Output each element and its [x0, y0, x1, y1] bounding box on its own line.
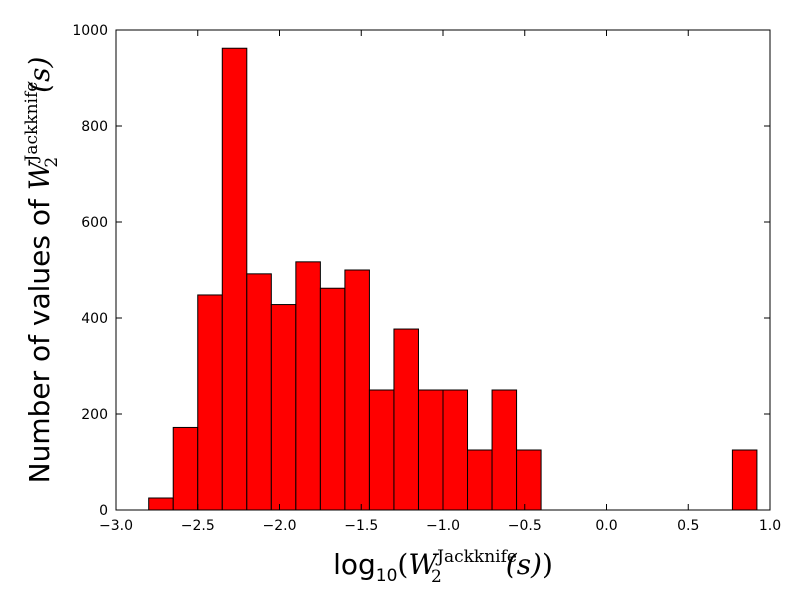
y-axis-title-var-sub: 2: [42, 157, 62, 168]
histogram-bar: [295, 261, 321, 511]
x-axis-title-close: ): [542, 548, 553, 581]
histogram-bar: [467, 449, 493, 511]
x-axis-title-arg: (s): [506, 548, 542, 581]
x-axis-title: log10(WJackknife 2 (s)): [333, 547, 553, 587]
histogram-bar: [172, 426, 199, 511]
y-tick-label: 0: [99, 503, 108, 519]
x-tick-label: −2.5: [181, 518, 215, 534]
x-axis-title-sup: Jackknife: [435, 547, 517, 567]
histogram-bar: [417, 389, 444, 511]
y-axis-title-var: W: [23, 159, 56, 190]
x-axis-title-prefix: log: [333, 548, 376, 581]
histogram-bar: [442, 389, 469, 511]
x-axis-title-sub: 10: [376, 566, 398, 586]
x-tick-label: 0.0: [595, 518, 617, 534]
x-axis-title-var-sub: 2: [431, 567, 442, 587]
x-tick-label: 1.0: [759, 518, 781, 534]
x-tick-label: −1.5: [344, 518, 378, 534]
y-tick-label: 200: [81, 407, 108, 423]
histogram-bar: [344, 269, 370, 511]
bars-layer: [148, 47, 758, 511]
x-tick-label: 0.5: [677, 518, 699, 534]
x-tick-label: −0.5: [508, 518, 542, 534]
tick-labels-layer: −3.0 −2.5 −2.0 −1.5 −1.0 −0.5 0.0 0.5 1.0 0 200 400…: [72, 23, 781, 534]
histogram-bar: [221, 47, 248, 511]
histogram-bar: [270, 304, 297, 511]
x-tick-label: −3.0: [99, 518, 133, 534]
y-axis-title: Number of values of WJackknife2 (s): [22, 57, 62, 484]
x-axis-title-open: (: [397, 548, 408, 581]
histogram-bar: [246, 273, 272, 511]
histogram-bar: [319, 287, 346, 511]
y-tick-label: 800: [81, 119, 108, 135]
histogram-bar: [516, 449, 542, 511]
histogram-bar: [368, 389, 395, 511]
y-tick-label: 400: [81, 311, 108, 327]
histogram-bar: [731, 449, 758, 511]
histogram-bar: [197, 294, 223, 511]
y-tick-label: 1000: [72, 23, 108, 39]
histogram-bar: [393, 328, 419, 511]
histogram-bar: [148, 497, 174, 511]
x-tick-label: −2.0: [263, 518, 297, 534]
y-tick-label: 600: [81, 215, 108, 231]
histogram-bar: [491, 389, 518, 511]
y-axis-title-prefix: Number of values of: [23, 190, 56, 483]
x-tick-label: −1.0: [426, 518, 460, 534]
x-axis-title-var: W: [408, 548, 439, 581]
y-axis-title-sup: Jackknife: [22, 82, 42, 164]
y-axis-title-arg: (s): [23, 57, 56, 93]
ticks-layer: [115, 29, 771, 511]
